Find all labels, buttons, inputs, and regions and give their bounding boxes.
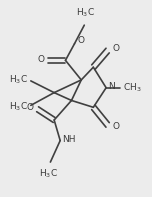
Text: H$_3$C: H$_3$C [76, 7, 95, 19]
Text: H$_3$C: H$_3$C [39, 168, 58, 180]
Text: O: O [27, 103, 34, 112]
Text: H$_3$C: H$_3$C [9, 100, 28, 112]
Text: CH$_3$: CH$_3$ [123, 82, 142, 94]
Text: O: O [37, 55, 44, 64]
Text: NH: NH [62, 135, 76, 144]
Text: O: O [78, 36, 85, 45]
Text: O: O [112, 44, 119, 53]
Text: H$_3$C: H$_3$C [9, 74, 28, 86]
Text: O: O [112, 122, 119, 131]
Text: N: N [108, 82, 115, 91]
